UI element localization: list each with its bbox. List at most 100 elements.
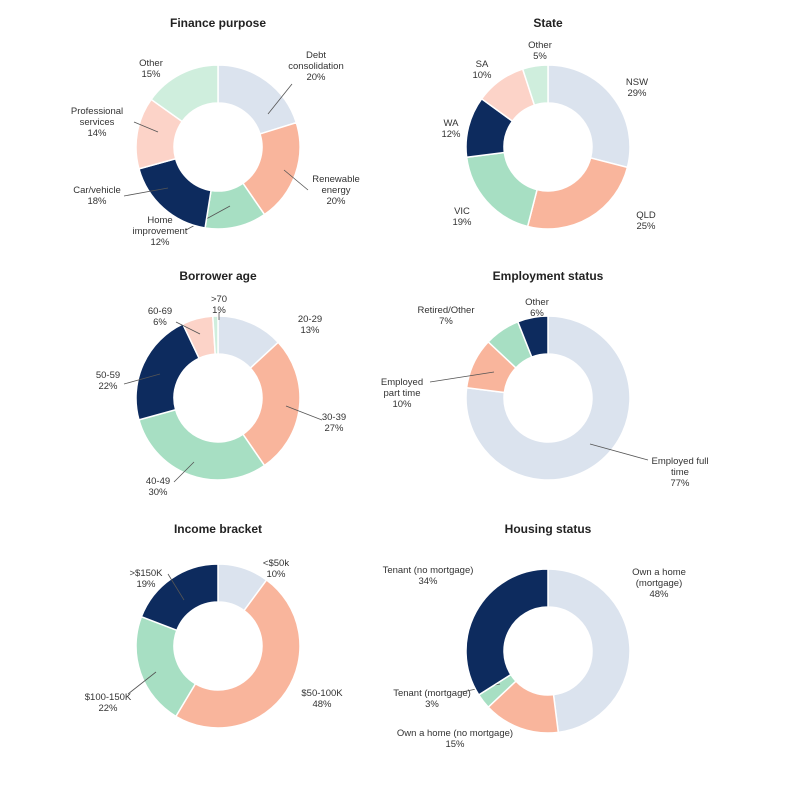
slice-tenant-no-mortgage <box>465 568 549 696</box>
slice-label-70: >70 1% <box>211 294 227 316</box>
slice-70 <box>212 315 219 355</box>
slice-label-sa: SA 10% <box>472 59 492 81</box>
label-line: $100-150K <box>85 692 132 703</box>
label-line: 25% <box>636 221 656 232</box>
label-line: Professional <box>71 106 123 117</box>
label-line: 19% <box>136 579 156 590</box>
slice-label-retired-other: Retired/Other 7% <box>417 305 474 327</box>
label-line: 6% <box>153 317 167 328</box>
slice-debt-consolidation <box>217 64 298 135</box>
leader-line <box>283 169 309 191</box>
label-line: 5% <box>533 51 547 62</box>
label-line: 40-49 <box>146 476 170 487</box>
label-line: 22% <box>98 381 118 392</box>
label-line: 48% <box>312 699 332 710</box>
label-line: Renewable <box>312 174 360 185</box>
chart-title: Income bracket <box>174 522 262 536</box>
label-line: 30% <box>148 487 168 498</box>
label-line: >70 <box>211 294 227 305</box>
slice-nsw <box>547 64 631 169</box>
slice-other <box>516 315 549 359</box>
label-line: Employed full <box>651 456 708 467</box>
slice-label-home-improvement: Home improvement 12% <box>133 215 188 248</box>
slice-label-vic: VIC 19% <box>452 206 472 228</box>
slice-label-50k: <$50k 10% <box>263 558 289 580</box>
slice-other <box>521 64 549 107</box>
slice-label-tenant-no-mortgage: Tenant (no mortgage) 34% <box>383 565 474 587</box>
chart-title: State <box>533 16 563 30</box>
label-line: consolidation <box>288 61 343 72</box>
label-line: QLD <box>636 210 656 221</box>
label-line: 29% <box>627 88 647 99</box>
label-line: Other <box>525 297 549 308</box>
slice-label-other: Other 5% <box>528 40 552 62</box>
donut-chart-borrower-age: Borrower age 20-29 13% 30-39 27% 40-49 30% 50-5… <box>96 269 346 498</box>
label-line: Own a home <box>632 567 686 578</box>
label-line: 77% <box>670 478 690 489</box>
slice-30-39 <box>241 341 301 467</box>
label-line: 22% <box>98 703 118 714</box>
label-line: energy <box>321 185 350 196</box>
donut-chart-employment-status: Employment status Employed full time 77% Emp… <box>381 269 709 489</box>
label-line: 27% <box>324 423 344 434</box>
label-line: 13% <box>300 325 320 336</box>
label-line: Tenant (mortgage) <box>393 688 471 699</box>
leader-line <box>167 573 185 601</box>
slice-label-40-49: 40-49 30% <box>146 476 170 498</box>
label-line: 30-39 <box>322 412 346 423</box>
label-line: Debt <box>306 50 326 61</box>
leader-line <box>267 83 293 115</box>
label-line: 18% <box>87 196 107 207</box>
chart-title: Borrower age <box>179 269 257 283</box>
leader-line <box>173 461 195 483</box>
slice-label-tenant-mortgage: Tenant (mortgage) 3% <box>393 688 471 710</box>
label-line: 48% <box>649 589 669 600</box>
label-line: 60-69 <box>148 306 172 317</box>
leader-line <box>133 121 159 133</box>
label-line: 19% <box>452 217 472 228</box>
label-line: 20-29 <box>298 314 322 325</box>
slice-label-nsw: NSW 29% <box>626 77 648 99</box>
label-line: 15% <box>445 739 465 750</box>
slice-label-60-69: 60-69 6% <box>148 306 172 328</box>
label-line: 3% <box>425 699 439 710</box>
label-line: part time <box>384 388 421 399</box>
slice-label-professional-services: Professional services 14% <box>71 106 123 139</box>
slice-label-debt-consolidation: Debt consolidation 20% <box>288 50 343 83</box>
label-line: 12% <box>441 129 461 140</box>
slice-label-renewable-energy: Renewable energy 20% <box>312 174 360 207</box>
slice-label-100-150k: $100-150K 22% <box>85 692 132 714</box>
label-line: Car/vehicle <box>73 185 121 196</box>
slice-other <box>150 64 219 123</box>
slice-employed-full-time <box>465 315 631 481</box>
leader-line <box>123 187 169 197</box>
leader-line <box>175 321 201 335</box>
donut-chart-housing-status: Housing status Own a home (mortgage) 48%Own… <box>383 522 686 750</box>
label-line: 20% <box>326 196 346 207</box>
label-line: Home <box>147 215 172 226</box>
slice-label-qld: QLD 25% <box>636 210 656 232</box>
slice-label-150k: >$150K 19% <box>129 568 163 590</box>
slice-label-wa: WA 12% <box>441 118 461 140</box>
label-line: time <box>671 467 689 478</box>
label-line: 1% <box>212 305 226 316</box>
label-line: 50-59 <box>96 370 120 381</box>
slice-40-49 <box>138 408 266 481</box>
slice-own-a-home-mortgage <box>547 568 631 734</box>
slice-label-own-a-home-mortgage: Own a home (mortgage) 48% <box>632 567 686 600</box>
chart-title: Housing status <box>505 522 592 536</box>
slice-label-30-39: 30-39 27% <box>322 412 346 434</box>
slice-vic <box>465 151 538 228</box>
label-line: 6% <box>530 308 544 319</box>
slice-label-other: Other 6% <box>525 297 549 319</box>
slice-50-100k <box>174 578 301 729</box>
label-line: NSW <box>626 77 648 88</box>
leader-line <box>127 671 157 695</box>
label-line: (mortgage) <box>636 578 682 589</box>
leader-line <box>285 405 323 421</box>
slice-label-other: Other 15% <box>139 58 163 80</box>
chart-title: Employment status <box>493 269 604 283</box>
label-line: >$150K <box>129 568 163 579</box>
label-line: Employed <box>381 377 423 388</box>
